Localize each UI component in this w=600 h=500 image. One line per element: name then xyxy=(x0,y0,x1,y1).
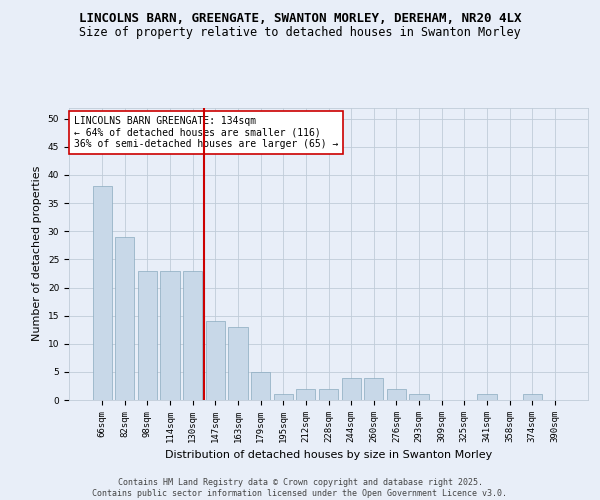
Bar xyxy=(115,237,134,400)
Bar xyxy=(251,372,270,400)
Bar xyxy=(183,270,202,400)
Bar xyxy=(160,270,180,400)
Text: Size of property relative to detached houses in Swanton Morley: Size of property relative to detached ho… xyxy=(79,26,521,39)
Bar xyxy=(274,394,293,400)
Text: Contains HM Land Registry data © Crown copyright and database right 2025.
Contai: Contains HM Land Registry data © Crown c… xyxy=(92,478,508,498)
Bar xyxy=(138,270,157,400)
Bar xyxy=(229,327,248,400)
Y-axis label: Number of detached properties: Number of detached properties xyxy=(32,166,42,342)
Bar xyxy=(341,378,361,400)
Bar xyxy=(477,394,497,400)
Bar xyxy=(319,389,338,400)
X-axis label: Distribution of detached houses by size in Swanton Morley: Distribution of detached houses by size … xyxy=(165,450,492,460)
Bar xyxy=(409,394,428,400)
Bar xyxy=(206,322,225,400)
Text: LINCOLNS BARN, GREENGATE, SWANTON MORLEY, DEREHAM, NR20 4LX: LINCOLNS BARN, GREENGATE, SWANTON MORLEY… xyxy=(79,12,521,26)
Bar xyxy=(387,389,406,400)
Bar xyxy=(523,394,542,400)
Bar xyxy=(92,186,112,400)
Bar xyxy=(364,378,383,400)
Text: LINCOLNS BARN GREENGATE: 134sqm
← 64% of detached houses are smaller (116)
36% o: LINCOLNS BARN GREENGATE: 134sqm ← 64% of… xyxy=(74,116,338,150)
Bar xyxy=(296,389,316,400)
